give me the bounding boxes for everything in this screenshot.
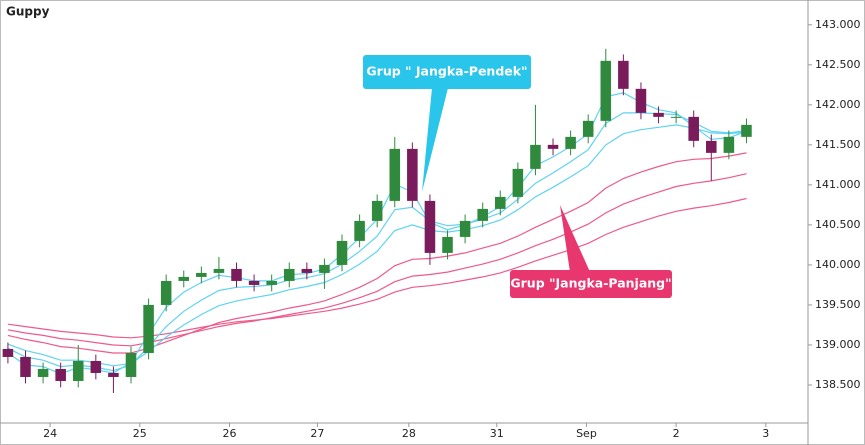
candle-body (125, 352, 137, 377)
candle-body (248, 280, 260, 285)
x-tick-label: 3 (762, 427, 769, 440)
candle-body (354, 220, 365, 241)
annotation-text: Grup " Jangka-Pendek" (366, 64, 527, 79)
candle-body (371, 200, 383, 221)
annotation-long: Grup "Jangka-Panjang" (510, 205, 672, 298)
candle-body (90, 360, 102, 373)
y-tick-label: 139.500 (815, 298, 861, 311)
candle-body (213, 268, 225, 273)
candle-body (336, 240, 348, 265)
y-tick-label: 142.500 (815, 58, 861, 71)
candle-body (635, 88, 647, 113)
annotation-arrow (422, 88, 448, 192)
y-tick-label: 142.000 (815, 98, 861, 111)
x-tick-label: Sep (576, 427, 597, 440)
y-tick-label: 141.000 (815, 178, 861, 191)
candle-body (512, 168, 524, 197)
y-tick-label: 138.500 (815, 378, 861, 391)
candle-body (618, 60, 629, 89)
x-tick-label: 28 (402, 427, 416, 440)
candle-body (319, 264, 330, 273)
candle-body (706, 140, 717, 153)
candle-body (530, 144, 541, 169)
candle-body (723, 136, 735, 153)
x-tick-label: 24 (43, 427, 57, 440)
annotation-box (510, 270, 672, 298)
candle-body (20, 356, 31, 377)
ma-line (7, 173, 747, 347)
candle-body (389, 148, 401, 201)
candle-body (72, 360, 84, 381)
candle-body (477, 208, 488, 221)
candle-body (37, 368, 49, 377)
candle-body (442, 236, 453, 253)
y-tick-label: 140.000 (815, 258, 861, 271)
annotation-short: Grup " Jangka-Pendek" (363, 55, 531, 192)
candle-body (196, 272, 207, 277)
y-tick-label: 139.000 (815, 338, 861, 351)
x-tick-label: 27 (310, 427, 324, 440)
candle-body (494, 196, 506, 209)
x-tick-label: 31 (490, 427, 504, 440)
y-tick-label: 140.500 (815, 218, 861, 231)
candle-body (55, 368, 66, 381)
candle-body (178, 276, 190, 281)
y-tick-label: 143.000 (815, 18, 861, 31)
ma-line (7, 197, 747, 339)
candle-body (143, 304, 154, 353)
y-tick-label: 141.500 (815, 138, 861, 151)
candle-body (407, 148, 418, 201)
candle-body (688, 116, 699, 141)
candle-body (301, 268, 313, 273)
annotation-text: Grup "Jangka-Panjang" (510, 276, 671, 291)
candle-body (600, 60, 612, 121)
candle-body (266, 280, 277, 285)
x-tick-label: 25 (133, 427, 147, 440)
candle-body (670, 116, 682, 118)
annotation-arrow (560, 205, 590, 272)
candle-body (459, 220, 471, 237)
x-tick-label: 26 (222, 427, 236, 440)
candle-body (231, 268, 242, 281)
candle-body (424, 200, 436, 253)
candle-body (582, 120, 594, 137)
candle-body (160, 280, 172, 305)
candle-body (547, 144, 559, 149)
candle-body (565, 136, 576, 149)
candle-body (2, 348, 14, 357)
candle-body (108, 372, 119, 377)
candle-body (653, 112, 664, 117)
plot-area (2, 48, 752, 393)
x-tick-label: 2 (673, 427, 680, 440)
candle-body (283, 268, 295, 281)
candle-body (741, 124, 752, 137)
annotation-box (363, 55, 531, 89)
chart-title: Guppy (6, 5, 50, 19)
